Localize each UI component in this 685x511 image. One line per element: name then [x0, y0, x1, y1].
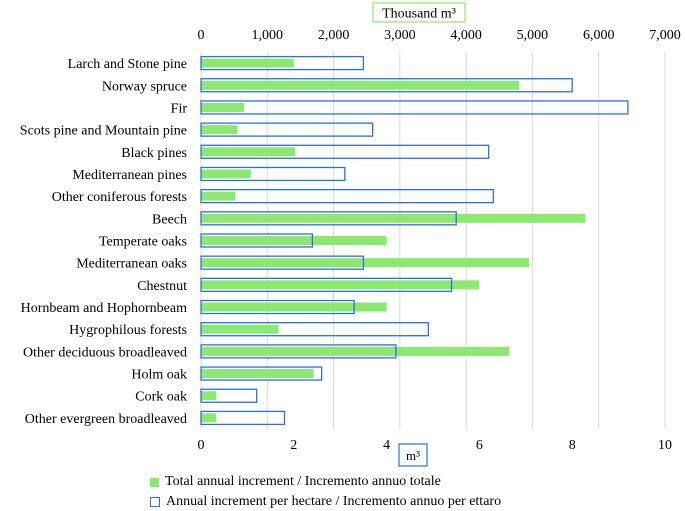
bar-total-increment: [201, 302, 387, 312]
bottom-tick-label: 6: [476, 438, 483, 453]
top-tick-label: 3,000: [384, 28, 416, 43]
bottom-axis-ticks: 0 2 4 6 8 10: [198, 438, 673, 453]
category-label: Larch and Stone pine: [68, 57, 187, 72]
bar-total-increment: [201, 346, 510, 356]
top-axis-title-box: [372, 2, 466, 23]
category-label: Holm oak: [131, 368, 187, 383]
category-label: Chestnut: [137, 279, 187, 294]
bar-increment-per-hectare: [200, 299, 355, 315]
legend-swatch-outline: [150, 497, 160, 507]
top-tick-label: 2,000: [318, 28, 350, 43]
legend-item-total-increment: Total annual increment / Incremento annu…: [150, 474, 441, 490]
bar-total-increment: [201, 413, 217, 423]
bar-total-increment: [201, 324, 279, 334]
bottom-axis-title-box: [398, 443, 428, 467]
bar-total-increment: [201, 80, 520, 90]
bar-total-increment: [201, 236, 387, 245]
category-label: Scots pine and Mountain pine: [20, 124, 187, 139]
bar-increment-per-hectare: [200, 144, 490, 159]
bar-total-increment: [201, 258, 530, 268]
bar-increment-per-hectare: [200, 55, 365, 71]
top-tick-label: 6,000: [583, 28, 615, 43]
bar-increment-per-hectare: [200, 211, 457, 226]
category-label: Mediterranean pines: [72, 168, 187, 183]
bottom-tick-label: 2: [290, 438, 297, 453]
bottom-tick-label: 0: [198, 438, 205, 453]
legend-swatch-filled: [150, 477, 159, 487]
category-label: Other evergreen broadleaved: [25, 412, 187, 427]
top-tick-label: 7,000: [649, 28, 681, 43]
category-label: Beech: [152, 212, 187, 227]
category-label: Black pines: [121, 146, 187, 161]
bar-total-increment: [201, 191, 236, 201]
bar-total-increment: [201, 125, 238, 135]
category-label: Cork oak: [135, 390, 187, 405]
bar-increment-per-hectare: [200, 122, 374, 137]
bar-increment-per-hectare: [200, 344, 397, 359]
bar-increment-per-hectare: [200, 322, 430, 337]
bottom-tick-label: 8: [569, 438, 576, 453]
top-axis-title: Thousand m³: [382, 7, 456, 22]
bar-increment-per-hectare: [200, 410, 286, 426]
top-axis-ticks: 0 1,000 2,000 3,000 4,000 5,000 6,000 7,000: [198, 28, 681, 43]
category-label: Other deciduous broadleaved: [23, 345, 187, 360]
category-label: Mediterranean oaks: [76, 257, 187, 272]
category-label: Norway spruce: [102, 79, 187, 94]
legend-label: Total annual increment / Incremento annu…: [165, 474, 441, 489]
bar-total-increment: [201, 369, 314, 379]
top-tick-label: 5,000: [517, 28, 549, 43]
bar-increment-per-hectare: [200, 255, 365, 270]
category-label: Temperate oaks: [99, 235, 187, 250]
bar-total-increment: [201, 213, 586, 223]
bottom-axis-title: m³: [406, 448, 420, 463]
top-tick-label: 4,000: [450, 28, 482, 43]
legend-item-increment-per-hectare: Annual increment per hectare / Increment…: [150, 494, 501, 510]
category-labels: Larch and Stone pine Norway spruce Fir Scot…: [20, 57, 188, 427]
category-label: Hygrophilous forests: [69, 323, 187, 338]
bar-increment-per-hectare: [200, 366, 323, 381]
bar-increment-per-hectare: [200, 166, 346, 182]
bar-increment-per-hectare: [200, 233, 314, 248]
bars: [200, 55, 629, 426]
bottom-tick-label: 4: [383, 438, 390, 453]
bar-increment-per-hectare: [200, 100, 629, 115]
bar-total-increment: [201, 147, 296, 157]
bar-total-increment: [201, 391, 217, 401]
legend-label: Annual increment per hectare / Increment…: [166, 494, 502, 509]
bar-total-increment: [201, 58, 294, 68]
bar-increment-per-hectare: [200, 188, 494, 204]
bar-total-increment: [201, 102, 245, 112]
category-label: Fir: [171, 101, 188, 116]
top-tick-label: 0: [198, 28, 205, 43]
top-tick-label: 1,000: [252, 28, 284, 43]
bar-increment-per-hectare: [200, 388, 258, 403]
bottom-tick-label: 10: [658, 438, 672, 453]
category-label: Hornbeam and Hophornbeam: [21, 301, 188, 316]
bar-increment-per-hectare: [200, 277, 453, 293]
bar-increment-per-hectare: [200, 78, 573, 93]
bar-total-increment: [201, 280, 480, 290]
bar-total-increment: [201, 169, 251, 179]
category-label: Other coniferous forests: [52, 190, 187, 205]
